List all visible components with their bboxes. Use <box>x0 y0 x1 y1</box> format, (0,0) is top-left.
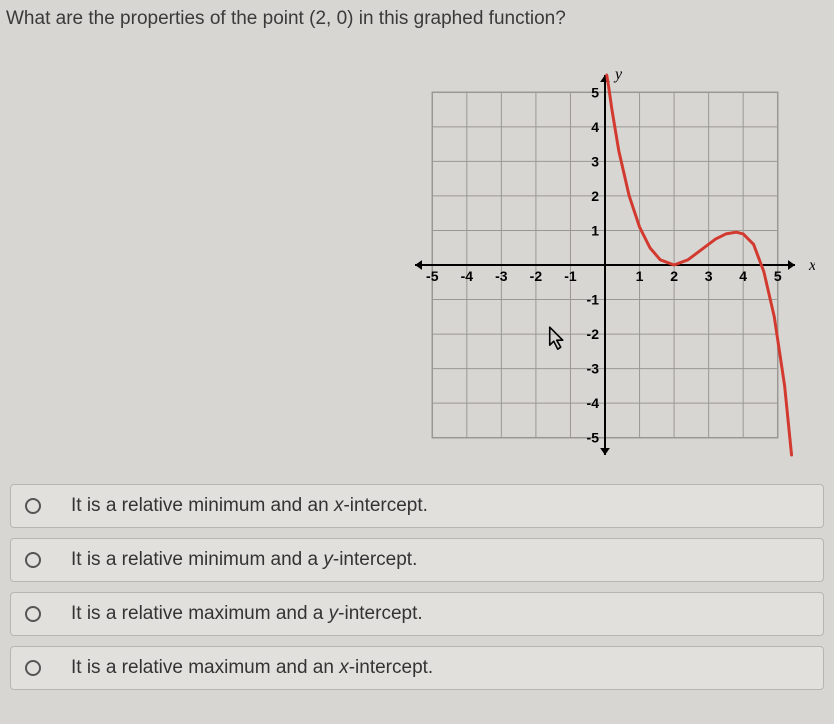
svg-text:4: 4 <box>739 268 747 284</box>
svg-text:2: 2 <box>591 188 599 204</box>
svg-text:3: 3 <box>591 153 599 169</box>
answer-option[interactable]: It is a relative maximum and a y-interce… <box>10 592 824 636</box>
svg-text:5: 5 <box>591 84 599 100</box>
answer-label: It is a relative maximum and a y-interce… <box>71 603 423 625</box>
svg-text:-1: -1 <box>587 292 600 308</box>
answer-list: It is a relative minimum and an x-interc… <box>0 478 834 700</box>
function-graph: -5 -4 -3 -2 -1 1 2 3 4 5 -5 -4 -3 -2 -1 1 2 3 4 5 x y <box>395 55 815 480</box>
svg-text:-1: -1 <box>564 268 577 284</box>
question-text: What are the properties of the point (2,… <box>6 8 566 30</box>
svg-text:-3: -3 <box>495 268 508 284</box>
svg-text:1: 1 <box>636 268 644 284</box>
answer-option[interactable]: It is a relative minimum and a y-interce… <box>10 538 824 582</box>
radio-icon <box>25 552 41 568</box>
answer-option[interactable]: It is a relative minimum and an x-interc… <box>10 484 824 528</box>
svg-text:1: 1 <box>591 222 599 238</box>
svg-text:-2: -2 <box>530 268 543 284</box>
svg-text:-3: -3 <box>587 361 600 377</box>
answer-option[interactable]: It is a relative maximum and an x-interc… <box>10 646 824 690</box>
radio-icon <box>25 660 41 676</box>
svg-text:3: 3 <box>705 268 713 284</box>
svg-text:x: x <box>808 257 815 274</box>
svg-text:-5: -5 <box>587 430 600 446</box>
radio-icon <box>25 606 41 622</box>
answer-label: It is a relative maximum and an x-interc… <box>71 657 433 679</box>
answer-label: It is a relative minimum and an x-interc… <box>71 495 428 517</box>
svg-text:2: 2 <box>670 268 678 284</box>
answer-label: It is a relative minimum and a y-interce… <box>71 549 417 571</box>
svg-text:4: 4 <box>591 119 599 135</box>
svg-text:5: 5 <box>774 268 782 284</box>
graph-svg: -5 -4 -3 -2 -1 1 2 3 4 5 -5 -4 -3 -2 -1 1 2 3 4 5 x y <box>395 55 815 475</box>
svg-text:-4: -4 <box>461 268 474 284</box>
svg-text:y: y <box>613 66 623 83</box>
svg-text:-4: -4 <box>587 395 600 411</box>
radio-icon <box>25 498 41 514</box>
svg-text:-2: -2 <box>587 326 600 342</box>
svg-text:-5: -5 <box>426 268 439 284</box>
